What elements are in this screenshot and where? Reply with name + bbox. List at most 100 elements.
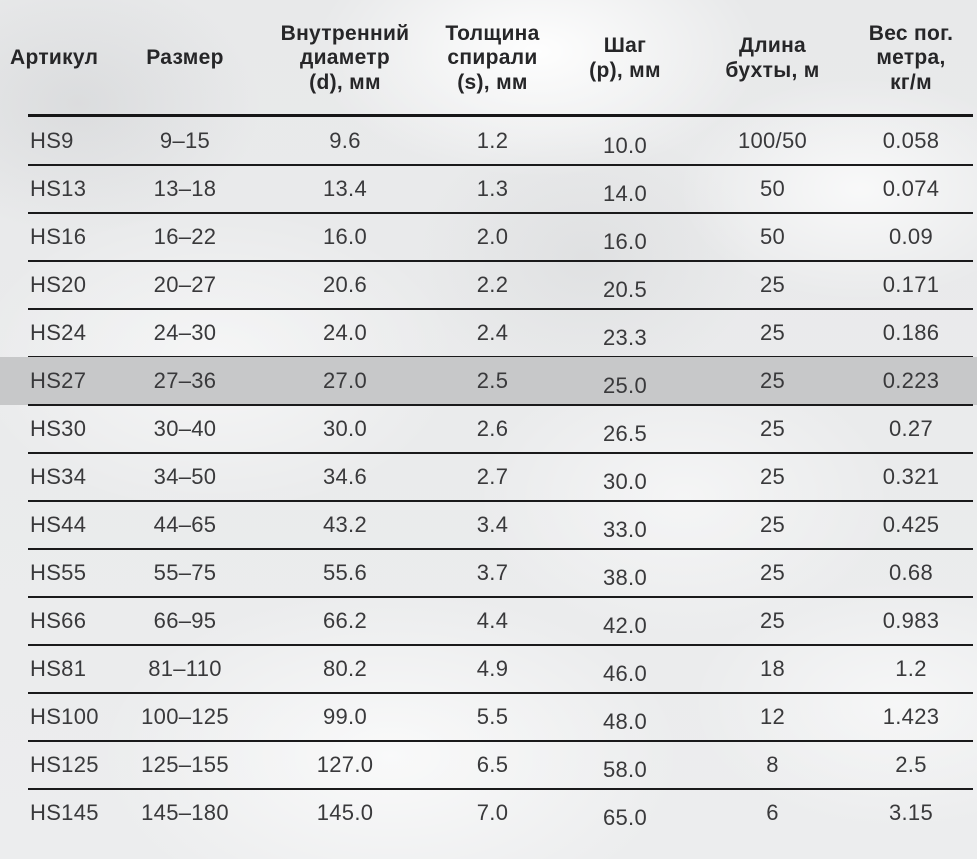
cell-pitch: 38.0 xyxy=(602,565,648,590)
table-row: HS9 9–15 9.6 1.2 10.0 100/50 0.058 xyxy=(0,117,977,166)
table-row: HS13 13–18 13.4 1.3 14.0 50 0.074 xyxy=(0,165,977,214)
table-row: HS20 20–27 20.6 2.2 20.5 25 0.171 xyxy=(0,261,977,310)
cell-size: 24–30 xyxy=(153,320,217,345)
table-row: HS27 27–36 27.0 2.5 25.0 25 0.223 xyxy=(0,357,977,406)
cell-weight-per-meter: 1.2 xyxy=(895,656,927,681)
table-row: HS30 30–40 30.0 2.6 26.5 25 0.27 xyxy=(0,405,977,454)
cell-coil-length: 25 xyxy=(759,464,786,489)
cell-inner-diameter: 13.4 xyxy=(322,176,368,201)
cell-spiral-thickness: 4.4 xyxy=(476,608,509,633)
cell-weight-per-meter: 0.321 xyxy=(882,464,940,489)
cell-pitch: 30.0 xyxy=(602,469,648,494)
cell-pitch: 42.0 xyxy=(602,613,648,638)
column-header-spiral-thickness: Толщина спирали (s), мм xyxy=(445,21,540,94)
cell-article: HS30 xyxy=(30,416,87,441)
cell-spiral-thickness: 5.5 xyxy=(476,704,509,729)
cell-coil-length: 25 xyxy=(759,416,786,441)
cell-pitch: 20.5 xyxy=(602,277,648,302)
cell-weight-per-meter: 0.074 xyxy=(882,176,940,201)
cell-weight-per-meter: 0.223 xyxy=(882,368,940,393)
cell-inner-diameter: 27.0 xyxy=(322,368,368,393)
table-row: HS24 24–30 24.0 2.4 23.3 25 0.186 xyxy=(0,309,977,358)
cell-inner-diameter: 43.2 xyxy=(322,512,368,537)
cell-inner-diameter: 34.6 xyxy=(322,464,368,489)
cell-pitch: 10.0 xyxy=(602,133,648,158)
cell-pitch: 48.0 xyxy=(602,709,648,734)
cell-article: HS125 xyxy=(30,752,99,777)
cell-pitch: 65.0 xyxy=(602,805,648,830)
cell-weight-per-meter: 0.186 xyxy=(882,320,940,345)
cell-article: HS145 xyxy=(30,800,99,825)
cell-size: 125–155 xyxy=(141,752,229,777)
cell-size: 30–40 xyxy=(153,416,217,441)
table-row: HS145 145–180 145.0 7.0 65.0 6 3.15 xyxy=(0,789,977,837)
column-header-inner-diameter: Внутренний диаметр (d), мм xyxy=(280,21,410,94)
cell-article: HS44 xyxy=(30,512,87,537)
cell-article: HS16 xyxy=(30,224,87,249)
cell-weight-per-meter: 2.5 xyxy=(895,752,927,777)
cell-pitch: 26.5 xyxy=(602,421,648,446)
cell-size: 81–110 xyxy=(148,656,222,681)
cell-weight-per-meter: 0.27 xyxy=(888,416,934,441)
cell-spiral-thickness: 1.2 xyxy=(476,128,509,153)
cell-inner-diameter: 80.2 xyxy=(322,656,368,681)
cell-spiral-thickness: 2.2 xyxy=(476,272,509,297)
cell-coil-length: 25 xyxy=(759,272,786,297)
cell-spiral-thickness: 2.6 xyxy=(476,416,509,441)
cell-inner-diameter: 145.0 xyxy=(316,800,374,825)
cell-inner-diameter: 20.6 xyxy=(322,272,368,297)
table-row: HS55 55–75 55.6 3.7 38.0 25 0.68 xyxy=(0,549,977,598)
cell-size: 100–125 xyxy=(141,704,229,729)
cell-weight-per-meter: 0.425 xyxy=(882,512,940,537)
cell-inner-diameter: 55.6 xyxy=(322,560,368,585)
column-header-article: Артикул xyxy=(10,46,99,70)
cell-article: HS81 xyxy=(30,656,87,681)
cell-weight-per-meter: 0.09 xyxy=(888,224,934,249)
cell-coil-length: 50 xyxy=(759,176,786,201)
table-row: HS44 44–65 43.2 3.4 33.0 25 0.425 xyxy=(0,501,977,550)
cell-spiral-thickness: 6.5 xyxy=(476,752,509,777)
cell-pitch: 46.0 xyxy=(602,661,648,686)
column-header-pitch: Шаг (p), мм xyxy=(589,34,661,82)
cell-coil-length: 25 xyxy=(759,608,786,633)
cell-article: HS100 xyxy=(30,704,99,729)
cell-coil-length: 8 xyxy=(766,752,779,777)
table-row: HS66 66–95 66.2 4.4 42.0 25 0.983 xyxy=(0,597,977,646)
cell-size: 20–27 xyxy=(153,272,217,297)
cell-weight-per-meter: 0.68 xyxy=(888,560,934,585)
cell-inner-diameter: 127.0 xyxy=(316,752,374,777)
cell-size: 44–65 xyxy=(153,512,217,537)
cell-coil-length: 12 xyxy=(759,704,786,729)
cell-spiral-thickness: 1.3 xyxy=(476,176,509,201)
cell-article: HS13 xyxy=(30,176,87,201)
cell-coil-length: 6 xyxy=(766,800,779,825)
cell-coil-length: 50 xyxy=(759,224,786,249)
cell-weight-per-meter: 0.171 xyxy=(882,272,940,297)
cell-article: HS27 xyxy=(30,368,87,393)
cell-article: HS55 xyxy=(30,560,87,585)
cell-article: HS24 xyxy=(30,320,87,345)
cell-spiral-thickness: 2.5 xyxy=(476,368,509,393)
cell-size: 9–15 xyxy=(159,128,211,153)
cell-size: 34–50 xyxy=(153,464,217,489)
cell-pitch: 58.0 xyxy=(602,757,648,782)
cell-weight-per-meter: 1.423 xyxy=(882,704,940,729)
cell-inner-diameter: 99.0 xyxy=(322,704,368,729)
table-row: HS81 81–110 80.2 4.9 46.0 18 1.2 xyxy=(0,645,977,694)
cell-size: 55–75 xyxy=(153,560,217,585)
cell-coil-length: 100/50 xyxy=(737,128,808,153)
column-header-size: Размер xyxy=(146,46,224,70)
cell-pitch: 33.0 xyxy=(602,517,648,542)
cell-spiral-thickness: 4.9 xyxy=(476,656,509,681)
cell-coil-length: 25 xyxy=(759,368,786,393)
cell-weight-per-meter: 0.058 xyxy=(882,128,940,153)
cell-article: HS34 xyxy=(30,464,87,489)
cell-coil-length: 25 xyxy=(759,512,786,537)
cell-spiral-thickness: 7.0 xyxy=(476,800,509,825)
cell-coil-length: 25 xyxy=(759,560,786,585)
cell-article: HS9 xyxy=(30,128,74,153)
cell-spiral-thickness: 2.7 xyxy=(476,464,509,489)
cell-weight-per-meter: 3.15 xyxy=(888,800,934,825)
cell-spiral-thickness: 2.0 xyxy=(476,224,509,249)
